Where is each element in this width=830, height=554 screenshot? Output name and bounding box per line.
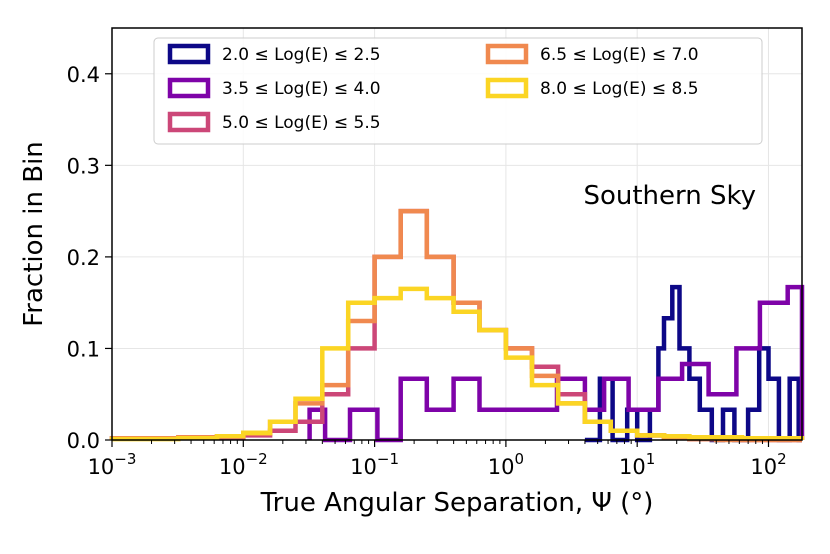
legend-label: 3.5 ≤ Log(E) ≤ 4.0 bbox=[222, 79, 381, 99]
y-axis-ticks: 0.0 0.1 0.2 0.3 0.4 bbox=[67, 63, 112, 453]
x-tick-label: 10−2 bbox=[219, 450, 268, 479]
series-layer bbox=[109, 208, 805, 443]
legend: 2.0 ≤ Log(E) ≤ 2.5 3.5 ≤ Log(E) ≤ 4.0 5.0 … bbox=[153, 37, 763, 145]
y-tick-label: 0.1 bbox=[67, 337, 100, 361]
legend-box bbox=[153, 37, 763, 145]
legend-label: 6.5 ≤ Log(E) ≤ 7.0 bbox=[540, 45, 699, 65]
x-tick-label: 10−1 bbox=[350, 450, 399, 479]
legend-label: 8.0 ≤ Log(E) ≤ 8.5 bbox=[540, 79, 699, 99]
histogram-series-2 bbox=[307, 284, 805, 443]
legend-swatch bbox=[485, 43, 529, 65]
x-tick-label: 101 bbox=[619, 450, 655, 479]
x-tick-label: 102 bbox=[750, 450, 786, 479]
region-annotation: Southern Sky bbox=[583, 181, 756, 211]
y-axis-label: Fraction in Bin bbox=[19, 141, 49, 327]
legend-swatch bbox=[167, 43, 211, 65]
legend-swatch bbox=[167, 111, 211, 133]
legend-swatch bbox=[167, 77, 211, 99]
histogram-series-5 bbox=[109, 286, 805, 442]
legend-label: 5.0 ≤ Log(E) ≤ 5.5 bbox=[222, 113, 381, 133]
y-tick-label: 0.3 bbox=[67, 154, 100, 178]
y-tick-label: 0.2 bbox=[67, 246, 100, 270]
legend-label: 2.0 ≤ Log(E) ≤ 2.5 bbox=[222, 45, 381, 65]
x-tick-label: 10−3 bbox=[88, 450, 137, 479]
x-axis-ticks: 10−3 10−2 10−1 100 101 102 bbox=[88, 440, 787, 479]
legend-swatch bbox=[485, 77, 529, 99]
plot-frame bbox=[111, 27, 803, 441]
y-tick-label: 0.0 bbox=[67, 429, 100, 453]
x-axis-label: True Angular Separation, Ψ (°) bbox=[260, 488, 654, 518]
y-tick-label: 0.4 bbox=[67, 63, 100, 87]
x-tick-label: 100 bbox=[488, 450, 524, 479]
